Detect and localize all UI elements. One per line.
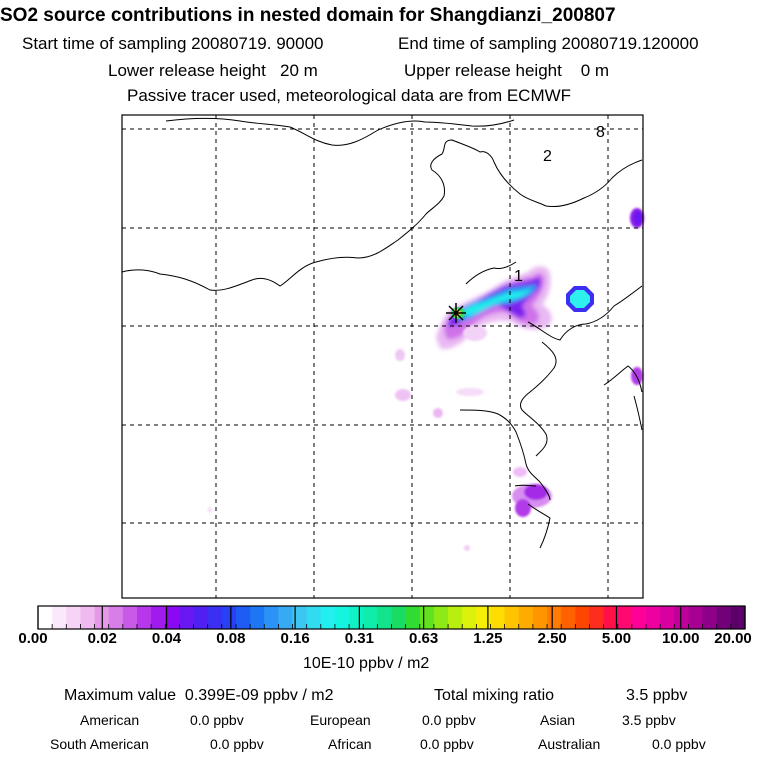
colorbar [38,606,746,629]
colorbar-swatch [688,606,704,629]
colorbar-swatch [646,606,661,629]
colorbar-swatch [136,606,152,629]
map-label-8: 8 [596,124,605,141]
colorbar-swatch [476,606,492,629]
colorbar-tick-label: 0.08 [216,630,246,647]
colorbar-swatch [235,606,251,629]
colorbar-swatch [38,606,53,629]
plume-octagon-core [570,290,590,308]
colorbar-swatch [250,606,265,629]
colorbar-swatch [278,606,294,629]
colorbar-swatch [320,606,336,629]
colorbar-swatch [306,606,322,629]
colorbar-swatch [377,606,393,629]
south-american-value: 0.0 ppbv [210,736,264,752]
colorbar-swatch [702,606,718,629]
map-label-2: 2 [543,148,552,165]
south-american-label: South American [50,736,149,752]
colorbar-tick-label: 1.25 [473,630,503,647]
colorbar-swatch [462,606,477,629]
map-gridlines [122,115,643,598]
station-star-icon [446,303,466,323]
colorbar-swatch [532,606,548,629]
plume-patches [208,208,644,551]
colorbar-swatch [108,606,124,629]
colorbar-tick-label: 5.00 [601,630,632,647]
colorbar-swatch [419,606,435,629]
colorbar-swatch [349,606,364,629]
colorbar-swatch [518,606,534,629]
colorbar-swatch [490,606,506,629]
colorbar-swatch [433,606,449,629]
african-label: African [328,736,372,752]
colorbar-tick-label: 0.16 [280,630,310,647]
colorbar-frame [37,605,746,630]
maximum-value: Maximum value 0.399E-09 ppbv / m2 [64,687,334,704]
colorbar-swatch [631,606,647,629]
colorbar-swatch [405,606,421,629]
colorbar-swatch [52,606,67,629]
sampling-start: Start time of sampling 20080719. 90000 [22,34,324,53]
colorbar-swatch [561,606,576,629]
colorbar-tick-label: 0.31 [344,630,374,647]
total-mixing-ratio-value: 3.5 ppbv [626,687,688,704]
asian-label: Asian [540,712,576,728]
colorbar-swatch [334,606,350,629]
colorbar-swatch [363,606,378,629]
colorbar-swatch [716,606,732,629]
colorbar-tick-label: 0.00 [18,630,48,647]
colorbar-tick-label: 10.00 [661,630,700,647]
tracer-note: Passive tracer used, meteorological data… [127,86,572,105]
australian-value: 0.0 ppbv [652,736,706,752]
sampling-end: End time of sampling 20080719.120000 [398,34,699,53]
map-boundaries [121,117,643,549]
colorbar-swatch [66,606,82,629]
colorbar-tick-label: 2.50 [537,630,567,647]
plume-field [208,208,644,551]
colorbar-swatch [448,606,463,629]
colorbar-swatch [617,606,633,629]
total-mixing-ratio-label: Total mixing ratio [434,687,555,704]
colorbar-swatch [292,606,308,629]
colorbar-swatch [151,606,166,629]
american-value: 0.0 ppbv [190,712,244,728]
upper-release-height: Upper release height 0 m [404,61,610,80]
plume-outer [436,266,552,350]
colorbar-swatch [179,606,195,629]
european-value: 0.0 ppbv [422,712,476,728]
colorbar-swatch [207,606,223,629]
colorbar-swatch [504,606,520,629]
colorbar-swatch [674,606,690,629]
colorbar-tick-label: 20.00 [714,630,752,647]
lower-release-height: Lower release height 20 m [108,61,318,80]
american-label: American [80,712,140,728]
asian-value: 3.5 ppbv [622,712,676,728]
colorbar-swatch [547,606,562,629]
african-value: 0.0 ppbv [420,736,474,752]
colorbar-swatch [603,606,619,629]
colorbar-swatch [264,606,279,629]
chart-title: SO2 source contributions in nested domai… [0,5,616,26]
colorbar-tick-label: 0.63 [409,630,439,647]
colorbar-tick-label: 0.04 [151,630,182,647]
map-label-1: 1 [514,268,523,285]
colorbar-tick-marks [37,606,746,629]
colorbar-swatch [221,606,237,629]
colorbar-swatch [660,606,675,629]
colorbar-swatch [575,606,591,629]
colorbar-swatch [391,606,407,629]
colorbar-swatch [730,606,746,629]
map-frame [121,114,644,599]
colorbar-swatch [122,606,138,629]
colorbar-tick-label: 0.02 [87,630,117,647]
colorbar-units: 10E-10 ppbv / m2 [303,655,430,672]
european-label: European [310,712,371,728]
colorbar-swatch [80,606,96,629]
australian-label: Australian [538,736,601,752]
colorbar-swatch [589,606,605,629]
colorbar-swatch [165,606,180,629]
colorbar-swatch [193,606,209,629]
